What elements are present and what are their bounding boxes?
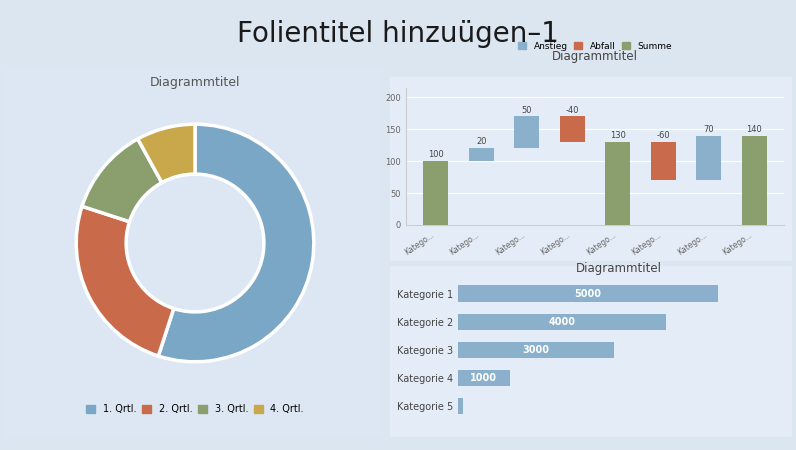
- Text: -40: -40: [565, 106, 579, 115]
- Text: 130: 130: [610, 131, 626, 140]
- Bar: [514, 117, 539, 148]
- Bar: [605, 142, 630, 225]
- Bar: [696, 135, 721, 180]
- Text: -60: -60: [657, 131, 670, 140]
- Text: 20: 20: [476, 138, 486, 147]
- Bar: [651, 142, 676, 180]
- Text: 1000: 1000: [470, 373, 498, 383]
- Legend: Anstieg, Abfall, Summe: Anstieg, Abfall, Summe: [517, 40, 673, 53]
- Bar: [458, 370, 509, 386]
- Bar: [458, 285, 718, 302]
- Text: Folientitel hinzuügen–1: Folientitel hinzuügen–1: [237, 20, 559, 48]
- Text: 70: 70: [704, 125, 714, 134]
- Bar: [560, 117, 585, 142]
- Bar: [458, 314, 665, 330]
- Text: 100: 100: [427, 150, 443, 159]
- Legend: 1. Qrtl., 2. Qrtl., 3. Qrtl., 4. Qrtl.: 1. Qrtl., 2. Qrtl., 3. Qrtl., 4. Qrtl.: [84, 402, 306, 416]
- Bar: [742, 135, 767, 225]
- Bar: [458, 398, 463, 414]
- Bar: [423, 161, 448, 225]
- Wedge shape: [76, 206, 174, 356]
- Text: 3000: 3000: [522, 345, 549, 355]
- Wedge shape: [158, 124, 314, 362]
- Bar: [458, 342, 614, 358]
- Text: 140: 140: [747, 125, 763, 134]
- Text: 50: 50: [521, 106, 532, 115]
- Title: Diagrammtitel: Diagrammtitel: [552, 50, 638, 63]
- Title: Diagrammtitel: Diagrammtitel: [150, 76, 240, 89]
- Title: Diagrammtitel: Diagrammtitel: [576, 262, 662, 275]
- Bar: [469, 148, 494, 161]
- Wedge shape: [82, 139, 162, 222]
- Wedge shape: [138, 124, 195, 183]
- Text: 5000: 5000: [574, 288, 601, 299]
- Text: 4000: 4000: [548, 317, 576, 327]
